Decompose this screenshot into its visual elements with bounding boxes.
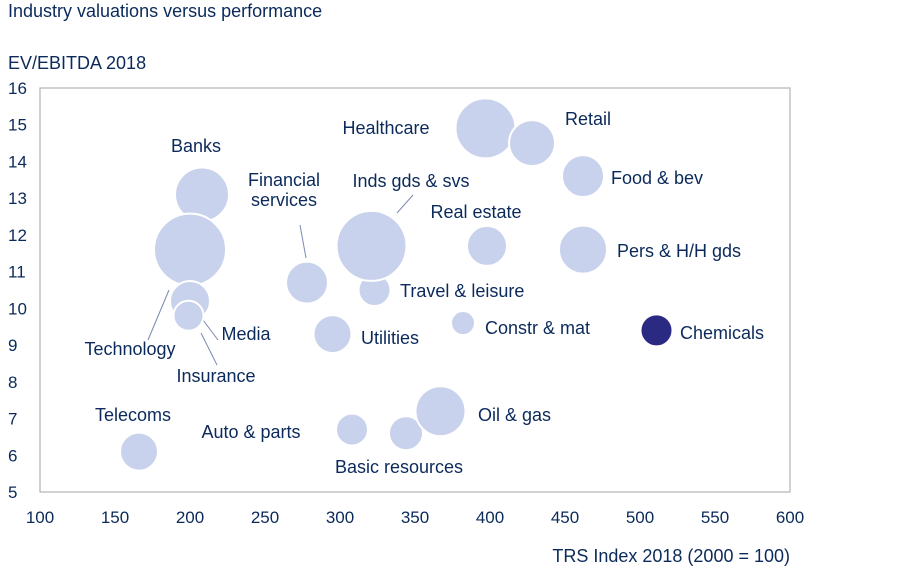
bubble — [312, 314, 353, 355]
y-tick-label: 5 — [8, 483, 17, 502]
leader-line — [299, 224, 307, 259]
x-tick-label: 350 — [401, 508, 429, 527]
bubble-label: Telecoms — [95, 405, 171, 425]
bubble — [639, 313, 674, 348]
axis-ticks: 100 150 200 250 300 350 400 450 500 550 600 5 6 7 8 9 10… — [8, 79, 804, 527]
bubble-label: Auto & parts — [201, 422, 300, 442]
bubble-label: Utilities — [361, 328, 419, 348]
bubble-label: Real estate — [430, 202, 521, 222]
x-tick-label: 200 — [176, 508, 204, 527]
bubble-label: Banks — [171, 136, 221, 156]
y-tick-label: 10 — [8, 299, 27, 318]
bubble-label: Oil & gas — [478, 405, 551, 425]
bubble — [335, 412, 369, 447]
y-tick-label: 15 — [8, 116, 27, 135]
bubble — [508, 119, 556, 168]
bubble-label: services — [251, 190, 317, 210]
y-tick-label: 12 — [8, 226, 27, 245]
bubbles — [119, 97, 674, 472]
bubble-label: Constr & mat — [485, 318, 590, 338]
y-tick-label: 14 — [8, 152, 27, 171]
chart-title: Industry valuations versus performance — [8, 1, 322, 21]
y-tick-label: 8 — [8, 373, 17, 392]
bubble — [561, 154, 605, 199]
leader-line — [200, 332, 218, 366]
plot-frame — [39, 87, 791, 493]
x-tick-label: 400 — [476, 508, 504, 527]
bubble-label: Technology — [84, 339, 175, 359]
x-tick-label: 550 — [701, 508, 729, 527]
x-tick-label: 500 — [626, 508, 654, 527]
bubble — [388, 415, 424, 452]
x-tick-label: 600 — [776, 508, 804, 527]
bubble — [172, 299, 205, 332]
x-tick-label: 300 — [326, 508, 354, 527]
bubble — [466, 224, 508, 267]
y-axis-label: EV/EBITDA 2018 — [8, 53, 146, 73]
y-tick-label: 9 — [8, 336, 17, 355]
x-axis-label: TRS Index 2018 (2000 = 100) — [552, 546, 790, 566]
bubble-label: Chemicals — [680, 323, 764, 343]
bubble-label: Travel & leisure — [400, 281, 524, 301]
bubble — [558, 224, 608, 275]
bubble — [119, 431, 159, 472]
bubble — [335, 209, 408, 282]
y-tick-label: 16 — [8, 79, 27, 98]
x-tick-label: 250 — [251, 508, 279, 527]
bubble-label: Financial — [248, 170, 320, 190]
bubble-label: Inds gds & svs — [352, 171, 469, 191]
bubble — [414, 385, 467, 438]
leader-line — [202, 319, 219, 341]
leader-lines — [147, 194, 414, 366]
bubble-labels: Banks Technology Media Insurance Financialse… — [84, 109, 764, 477]
x-tick-label: 100 — [26, 508, 54, 527]
bubble — [285, 260, 329, 305]
bubble-label: Food & bev — [611, 168, 703, 188]
bubble-label: Insurance — [176, 366, 255, 386]
y-tick-label: 6 — [8, 446, 17, 465]
y-tick-label: 7 — [8, 410, 17, 429]
bubble-label: Pers & H/H gds — [617, 241, 741, 261]
bubble-label: Media — [221, 324, 271, 344]
x-tick-label: 150 — [101, 508, 129, 527]
y-tick-label: 13 — [8, 189, 27, 208]
bubble-label: Retail — [565, 109, 611, 129]
y-tick-label: 11 — [8, 263, 26, 282]
bubble — [153, 212, 227, 287]
bubble — [450, 310, 476, 337]
x-tick-label: 450 — [551, 508, 579, 527]
bubble-label: Healthcare — [342, 118, 429, 138]
bubble-label: Basic resources — [335, 457, 463, 477]
leader-line — [147, 289, 170, 341]
bubble — [454, 97, 517, 160]
leader-line — [396, 194, 414, 214]
